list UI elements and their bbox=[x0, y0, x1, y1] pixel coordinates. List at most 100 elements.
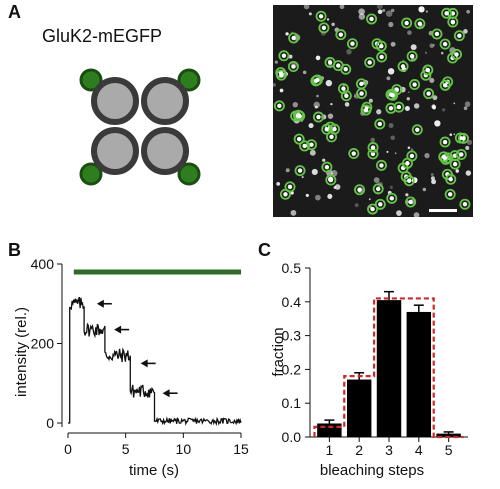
background-speckle bbox=[382, 8, 386, 13]
background-speckle bbox=[327, 193, 333, 199]
spot-marker bbox=[374, 118, 386, 130]
spot-marker bbox=[439, 136, 451, 148]
background-speckle bbox=[385, 10, 393, 17]
spot-marker bbox=[431, 28, 443, 40]
background-speckle bbox=[276, 181, 281, 186]
spot-marker bbox=[284, 181, 296, 193]
micrograph bbox=[273, 5, 473, 217]
background-speckle bbox=[376, 109, 382, 115]
spot-marker bbox=[360, 104, 372, 116]
background-speckle bbox=[315, 194, 321, 201]
background-speckle bbox=[285, 32, 289, 36]
background-speckle bbox=[288, 54, 293, 59]
background-speckle bbox=[273, 83, 276, 87]
background-speckle bbox=[325, 79, 333, 87]
fluorescent-spot bbox=[297, 168, 303, 173]
spot-marker bbox=[335, 29, 347, 41]
spot-marker bbox=[403, 175, 415, 187]
spot-marker bbox=[457, 132, 469, 144]
background-speckle bbox=[455, 169, 459, 173]
fluorescent-spot bbox=[283, 192, 288, 197]
hist-y-tick-label: 0.3 bbox=[282, 328, 302, 344]
fluorescent-spot bbox=[394, 87, 399, 92]
background-speckle bbox=[331, 170, 338, 177]
background-speckle bbox=[407, 30, 412, 35]
background-speckle bbox=[410, 44, 417, 51]
background-speckle bbox=[292, 102, 298, 108]
receptor-subunit-3 bbox=[91, 127, 139, 175]
background-speckle bbox=[370, 137, 376, 143]
spot-marker bbox=[294, 165, 306, 177]
trace-ylabel: intensity (rel.) bbox=[13, 307, 30, 397]
fluorescent-spot bbox=[370, 206, 375, 212]
spot-marker bbox=[374, 198, 386, 210]
trace-y-tick-label: 0 bbox=[46, 415, 54, 431]
fluorescent-spot bbox=[367, 60, 372, 65]
spot-marker bbox=[438, 151, 450, 163]
spot-marker bbox=[273, 100, 285, 112]
spot-marker bbox=[340, 90, 352, 102]
background-speckle bbox=[301, 176, 304, 179]
background-speckle bbox=[431, 179, 437, 185]
background-speckle bbox=[305, 193, 309, 197]
background-speckle bbox=[354, 203, 359, 208]
fluorescent-spot bbox=[281, 53, 287, 58]
panel-c-letter: C bbox=[258, 240, 271, 260]
step-arrowhead-4 bbox=[162, 389, 170, 398]
background-speckle bbox=[377, 9, 383, 14]
spot-marker bbox=[311, 74, 323, 86]
spot-marker bbox=[292, 109, 304, 121]
fluorescent-spot bbox=[363, 107, 369, 113]
background-speckle bbox=[316, 94, 319, 98]
fluorescent-spot bbox=[318, 14, 324, 19]
fluorescent-spot bbox=[341, 86, 346, 91]
step-arrowhead-3 bbox=[140, 359, 148, 368]
trace-y-tick-label: 400 bbox=[31, 256, 55, 272]
background-speckle bbox=[424, 51, 428, 55]
spot-marker bbox=[366, 13, 378, 25]
gfp-tag-4 bbox=[177, 162, 201, 186]
background-speckle bbox=[453, 133, 456, 136]
spot-marker bbox=[367, 203, 379, 215]
fluorescent-spot bbox=[454, 52, 459, 57]
fluorescent-spot bbox=[351, 151, 356, 156]
spot-marker bbox=[423, 88, 435, 100]
background-speckle bbox=[429, 43, 435, 49]
background-speckle bbox=[430, 173, 434, 176]
spot-marker bbox=[455, 149, 467, 161]
hist-xlabel: bleaching steps bbox=[320, 462, 424, 479]
background-speckle bbox=[413, 212, 420, 217]
hist-x-tick-label: 2 bbox=[355, 442, 363, 458]
background-speckle bbox=[429, 77, 435, 83]
panel-b-letter: B bbox=[8, 240, 21, 260]
spot-marker bbox=[299, 140, 311, 152]
spot-marker bbox=[306, 139, 318, 151]
fluorescent-spot bbox=[412, 82, 417, 87]
spot-marker bbox=[411, 124, 423, 136]
background-speckle bbox=[279, 88, 284, 93]
fluorescent-spot bbox=[417, 21, 423, 26]
background-speckle bbox=[463, 106, 468, 111]
background-speckle bbox=[425, 10, 429, 13]
spot-marker bbox=[385, 102, 397, 114]
fluorescent-spot bbox=[315, 77, 320, 83]
background-speckle bbox=[422, 187, 427, 192]
fluorescent-spot bbox=[296, 113, 301, 118]
background-speckle bbox=[376, 5, 383, 10]
fluorescent-spot bbox=[369, 16, 374, 22]
fluorescent-spot bbox=[316, 114, 321, 120]
background-speckle bbox=[390, 41, 396, 47]
construct-label: GluK2-mEGFP bbox=[42, 26, 163, 46]
spot-marker bbox=[439, 79, 451, 91]
background-speckle bbox=[434, 120, 441, 127]
spot-marker bbox=[293, 133, 305, 145]
background-speckle bbox=[418, 6, 425, 13]
spot-marker bbox=[439, 38, 451, 50]
background-speckle bbox=[309, 149, 316, 156]
fluorescent-spot bbox=[409, 54, 415, 59]
background-speckle bbox=[308, 123, 314, 129]
spot-marker bbox=[444, 188, 456, 200]
spot-marker bbox=[348, 148, 360, 160]
hist-y-tick-label: 0.4 bbox=[282, 294, 302, 310]
hist-ylabel: fraction bbox=[270, 327, 287, 376]
